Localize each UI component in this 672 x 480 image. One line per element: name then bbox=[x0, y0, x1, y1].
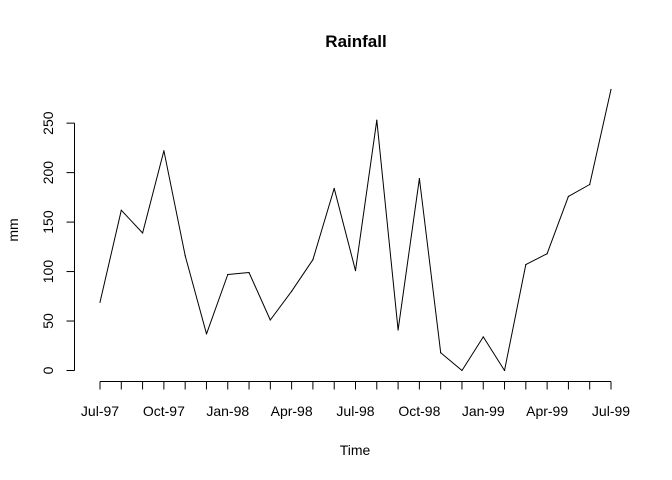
x-tick-label: Jul-97 bbox=[81, 403, 119, 419]
chart-title: Rainfall bbox=[325, 32, 386, 51]
x-axis-label: Time bbox=[340, 442, 371, 458]
y-tick-label: 50 bbox=[40, 313, 56, 329]
data-point bbox=[482, 336, 484, 338]
data-point bbox=[205, 333, 208, 335]
data-point bbox=[440, 352, 442, 354]
data-point bbox=[354, 269, 357, 272]
data-point bbox=[269, 319, 271, 321]
data-point bbox=[248, 271, 250, 274]
y-tick-label: 0 bbox=[40, 366, 56, 374]
data-point bbox=[610, 88, 612, 91]
data-point bbox=[567, 195, 570, 197]
data-point bbox=[141, 232, 144, 234]
data-point bbox=[184, 255, 186, 257]
data-point bbox=[589, 183, 591, 186]
x-tick-label: Jan-99 bbox=[462, 403, 505, 419]
data-point bbox=[312, 259, 314, 261]
x-tick-label: Jan-98 bbox=[206, 403, 249, 419]
data-point bbox=[546, 253, 548, 255]
x-tick-label: Oct-98 bbox=[398, 403, 440, 419]
y-tick-label: 250 bbox=[40, 111, 56, 135]
y-axis: 0 50 100 150 200 250 bbox=[40, 111, 75, 374]
data-point bbox=[503, 369, 506, 372]
rainfall-series-line bbox=[99, 89, 612, 371]
x-tick-label: Apr-99 bbox=[526, 403, 568, 419]
y-tick-label: 100 bbox=[40, 260, 56, 284]
y-tick-label: 200 bbox=[40, 161, 56, 185]
data-point bbox=[120, 209, 122, 211]
data-point bbox=[418, 177, 420, 180]
x-tick-label: Jul-98 bbox=[336, 403, 374, 419]
y-axis-label: mm bbox=[5, 218, 21, 241]
data-point bbox=[333, 187, 335, 190]
data-point bbox=[461, 369, 463, 372]
x-tick-label: Oct-97 bbox=[143, 403, 185, 419]
data-point bbox=[99, 301, 101, 303]
y-tick-label: 150 bbox=[40, 210, 56, 234]
x-axis: Jul-97 Oct-97 Jan-98 Apr-98 Jul-98 Oct-98 Jan-… bbox=[81, 381, 630, 419]
data-point bbox=[376, 119, 378, 121]
x-tick-label: Apr-98 bbox=[271, 403, 313, 419]
data-point bbox=[291, 290, 293, 292]
data-point bbox=[525, 264, 527, 266]
series-group bbox=[99, 88, 612, 372]
data-point bbox=[227, 273, 229, 276]
x-tick-label: Jul-99 bbox=[592, 403, 630, 419]
data-point bbox=[163, 150, 165, 152]
data-point bbox=[397, 329, 399, 331]
